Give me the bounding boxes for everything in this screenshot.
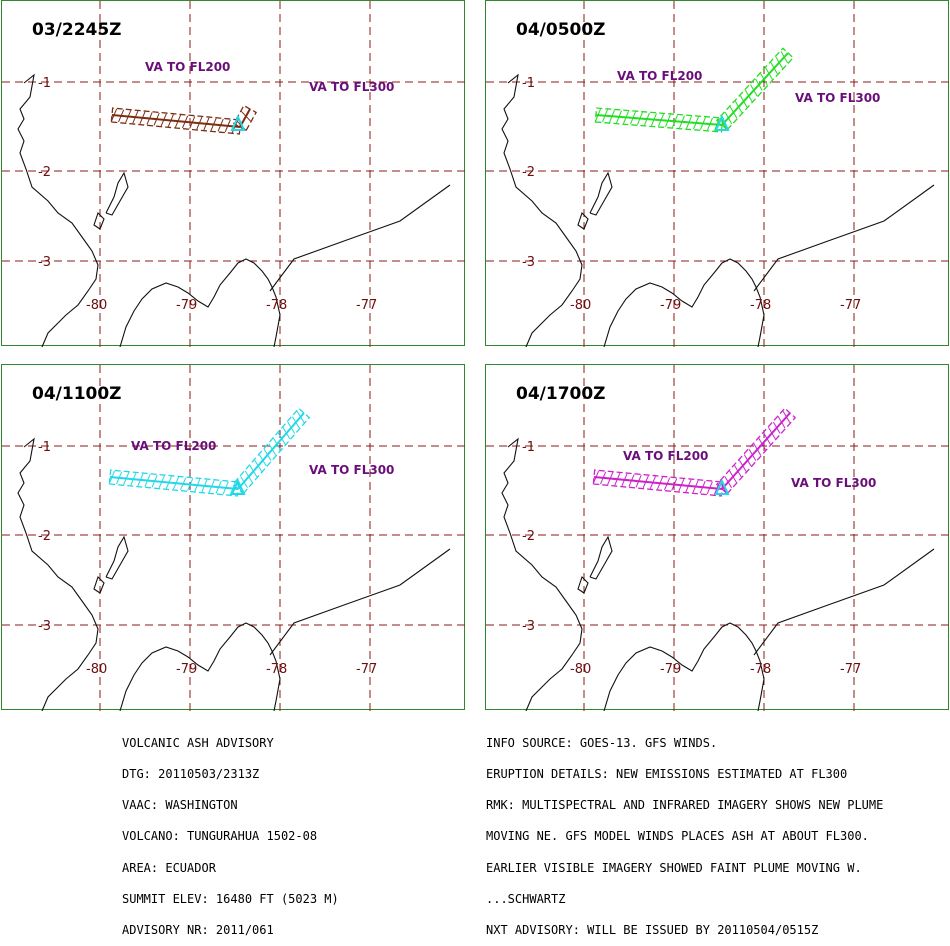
latitude-label: -3	[522, 255, 535, 270]
longitude-label: -77	[840, 298, 861, 313]
advisory-line: EARLIER VISIBLE IMAGERY SHOWED FAINT PLU…	[486, 860, 862, 875]
advisory-line: VOLCANIC ASH ADVISORY	[122, 735, 274, 750]
advisory-right-text: INFO SOURCE: GOES-13. GFS WINDS. ERUPTIO…	[486, 717, 883, 946]
ash-polygon-outline	[592, 469, 724, 497]
ash-level-label: VA TO FL200	[131, 439, 216, 453]
advisory-line: VOLCANO: TUNGURAHUA 1502-08	[122, 829, 318, 844]
advisory-line: AREA: ECUADOR	[122, 860, 216, 875]
map-panel-2: -1 -2 -3 -80 -79 -78 -77 04/0500Z VA TO FL200 VA …	[485, 0, 950, 347]
latitude-label: -3	[38, 619, 51, 634]
volcano-marker-icon	[714, 114, 730, 131]
border-line	[753, 548, 935, 656]
latitude-label: -3	[38, 255, 51, 270]
ash-plume	[592, 407, 797, 497]
graticule	[486, 1, 950, 347]
latitude-label: -2	[38, 165, 51, 180]
latitude-label: -3	[522, 619, 535, 634]
map-panel-3: -1 -2 -3 -80 -79 -78 -77 04/1100Z VA TO FL200 VA …	[1, 364, 466, 711]
latitude-label: -1	[38, 440, 51, 455]
volcano-marker-icon	[230, 114, 246, 131]
ash-polygon-outline	[231, 407, 311, 495]
panel-title: 04/1700Z	[516, 384, 606, 404]
longitude-label: -79	[176, 662, 197, 677]
ash-plume	[110, 104, 258, 135]
ash-centerline	[721, 412, 791, 490]
border-line	[269, 184, 451, 292]
longitude-label: -79	[660, 298, 681, 313]
ash-polygon-outline	[715, 407, 797, 495]
advisory-line: INFO SOURCE: GOES-13. GFS WINDS.	[486, 735, 718, 750]
longitude-label: -78	[750, 298, 771, 313]
advisory-line: VAAC: WASHINGTON	[122, 798, 238, 813]
latitude-label: -1	[522, 76, 535, 91]
map-canvas: -1 -2 -3 -80 -79 -78 -77 04/1100Z VA TO FL200 VA …	[2, 365, 466, 711]
advisory-line: RMK: MULTISPECTRAL AND INFRARED IMAGERY …	[486, 798, 884, 813]
ash-centerline	[593, 476, 723, 490]
map-canvas: -1 -2 -3 -80 -79 -78 -77 04/1700Z VA TO FL200 VA …	[486, 365, 950, 711]
ash-level-label: VA TO FL200	[623, 449, 708, 463]
longitude-label: -80	[86, 662, 107, 677]
ash-level-label: VA TO FL300	[309, 80, 394, 94]
ash-polygon-outline	[108, 469, 240, 497]
longitude-label: -78	[750, 662, 771, 677]
longitude-label: -80	[570, 298, 591, 313]
advisory-line: DTG: 20110503/2313Z	[122, 767, 260, 782]
coastline	[501, 73, 765, 347]
ash-centerline	[111, 114, 241, 128]
latitude-label: -2	[522, 529, 535, 544]
coastline	[17, 73, 281, 347]
map-panel-1: -1 -2 -3 -80 -79 -78 -77 03/2245Z VA TO FL200 VA …	[1, 0, 466, 347]
advisory-line: ERUPTION DETAILS: NEW EMISSIONS ESTIMATE…	[486, 767, 848, 782]
coastline	[17, 437, 281, 711]
latitude-label: -2	[38, 529, 51, 544]
ash-polygon-outline	[110, 107, 242, 135]
map-canvas: -1 -2 -3 -80 -79 -78 -77 04/0500Z VA TO FL200 VA …	[486, 1, 950, 347]
advisory-left-text: VOLCANIC ASH ADVISORY DTG: 20110503/2313…	[122, 717, 339, 946]
panel-title: 03/2245Z	[32, 20, 122, 40]
graticule	[2, 1, 466, 347]
border-line	[753, 184, 935, 292]
ash-level-label: VA TO FL200	[145, 60, 230, 74]
volcano-marker-icon	[714, 478, 730, 495]
latitude-label: -2	[522, 165, 535, 180]
border-line	[269, 548, 451, 656]
ash-level-label: VA TO FL300	[309, 463, 394, 477]
graticule	[2, 365, 466, 711]
longitude-label: -79	[176, 298, 197, 313]
latitude-label: -1	[522, 440, 535, 455]
ash-level-label: VA TO FL200	[617, 69, 702, 83]
ash-centerline	[237, 412, 305, 490]
map-canvas: -1 -2 -3 -80 -79 -78 -77 03/2245Z VA TO FL200 VA …	[2, 1, 466, 347]
volcano-marker-icon	[230, 478, 246, 495]
advisory-line: NXT ADVISORY: WILL BE ISSUED BY 20110504…	[486, 923, 819, 938]
longitude-label: -80	[86, 298, 107, 313]
advisory-line: ...SCHWARTZ	[486, 891, 566, 906]
ash-centerline	[721, 52, 789, 126]
advisory-line: MOVING NE. GFS MODEL WINDS PLACES ASH AT…	[486, 829, 869, 844]
ash-centerline	[595, 114, 723, 126]
panel-title: 04/1100Z	[32, 384, 122, 404]
ash-polygon-outline	[232, 104, 258, 132]
longitude-label: -77	[356, 298, 377, 313]
latitude-label: -1	[38, 76, 51, 91]
longitude-label: -78	[266, 298, 287, 313]
ash-level-label: VA TO FL300	[795, 91, 880, 105]
longitude-label: -80	[570, 662, 591, 677]
longitude-label: -79	[660, 662, 681, 677]
ash-plume	[108, 407, 311, 497]
longitude-label: -77	[356, 662, 377, 677]
graticule	[486, 365, 950, 711]
longitude-label: -78	[266, 662, 287, 677]
panel-title: 04/0500Z	[516, 20, 606, 40]
map-panel-4: -1 -2 -3 -80 -79 -78 -77 04/1700Z VA TO FL200 VA …	[485, 364, 950, 711]
longitude-label: -77	[840, 662, 861, 677]
ash-level-label: VA TO FL300	[791, 476, 876, 490]
ash-plume	[594, 47, 795, 133]
ash-centerline	[109, 476, 239, 490]
advisory-line: ADVISORY NR: 2011/061	[122, 923, 274, 938]
ash-polygon-outline	[715, 47, 795, 131]
coastline	[501, 437, 765, 711]
advisory-line: SUMMIT ELEV: 16480 FT (5023 M)	[122, 891, 339, 906]
